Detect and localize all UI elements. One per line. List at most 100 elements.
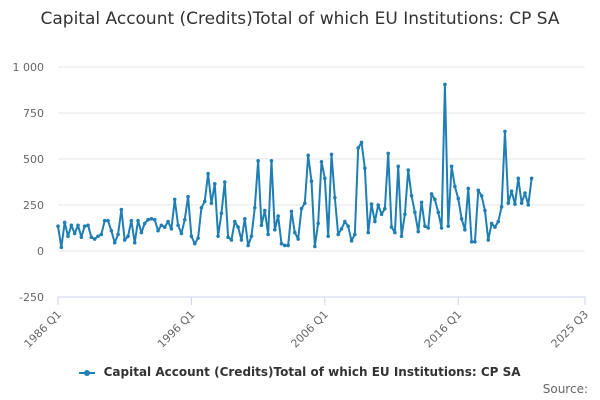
data-point[interactable] xyxy=(169,227,174,231)
data-point[interactable] xyxy=(503,129,507,134)
data-point[interactable] xyxy=(102,218,107,223)
data-point[interactable] xyxy=(76,223,80,228)
data-point[interactable] xyxy=(166,219,170,224)
data-point[interactable] xyxy=(96,234,100,239)
data-point[interactable] xyxy=(463,228,467,232)
data-point[interactable] xyxy=(209,201,214,205)
data-point[interactable] xyxy=(266,232,270,237)
data-point[interactable] xyxy=(369,202,374,206)
data-point[interactable] xyxy=(62,220,67,225)
data-point[interactable] xyxy=(356,146,360,150)
data-point[interactable] xyxy=(286,243,290,248)
data-point[interactable] xyxy=(433,197,437,202)
data-point[interactable] xyxy=(483,208,487,213)
data-point[interactable] xyxy=(479,194,484,198)
data-point[interactable] xyxy=(159,223,164,228)
data-point[interactable] xyxy=(249,234,254,239)
data-point[interactable] xyxy=(279,241,284,246)
data-point[interactable] xyxy=(426,226,431,230)
data-point[interactable] xyxy=(363,166,367,170)
data-point[interactable] xyxy=(89,235,94,239)
data-point[interactable] xyxy=(409,194,414,198)
data-point[interactable] xyxy=(526,203,531,207)
data-point[interactable] xyxy=(172,197,177,202)
data-point[interactable] xyxy=(343,219,347,224)
data-point[interactable] xyxy=(379,212,384,216)
data-point[interactable] xyxy=(506,201,511,205)
data-point[interactable] xyxy=(242,217,247,221)
data-point[interactable] xyxy=(179,231,184,236)
data-point[interactable] xyxy=(222,180,227,184)
data-point[interactable] xyxy=(399,234,404,239)
data-point[interactable] xyxy=(202,199,207,204)
data-point[interactable] xyxy=(383,206,387,211)
data-point[interactable] xyxy=(436,210,441,215)
data-point[interactable] xyxy=(523,191,527,195)
data-point[interactable] xyxy=(142,221,147,226)
data-point[interactable] xyxy=(69,223,74,228)
data-point[interactable] xyxy=(289,209,294,214)
data-point[interactable] xyxy=(413,210,417,215)
data-point[interactable] xyxy=(393,230,397,235)
data-point[interactable] xyxy=(192,241,197,246)
data-point[interactable] xyxy=(129,218,134,223)
data-point[interactable] xyxy=(519,201,524,205)
chart-legend[interactable]: Capital Account (Credits)Total of which … xyxy=(0,365,600,379)
data-point[interactable] xyxy=(469,240,474,244)
data-point[interactable] xyxy=(509,189,514,193)
data-point[interactable] xyxy=(186,194,190,199)
data-point[interactable] xyxy=(429,192,434,196)
data-point[interactable] xyxy=(296,237,300,241)
data-point[interactable] xyxy=(276,214,280,218)
data-point[interactable] xyxy=(306,153,310,158)
data-point[interactable] xyxy=(353,232,357,237)
data-point[interactable] xyxy=(366,230,371,235)
data-point[interactable] xyxy=(152,217,157,222)
data-point[interactable] xyxy=(269,159,274,163)
data-point[interactable] xyxy=(493,225,497,229)
data-point[interactable] xyxy=(496,219,501,224)
data-point[interactable] xyxy=(273,228,277,232)
data-point[interactable] xyxy=(146,217,150,222)
data-point[interactable] xyxy=(456,196,461,201)
data-point[interactable] xyxy=(419,200,424,205)
data-point[interactable] xyxy=(349,239,354,243)
data-point[interactable] xyxy=(346,224,350,228)
data-point[interactable] xyxy=(126,234,130,239)
data-point[interactable] xyxy=(136,218,140,223)
data-point[interactable] xyxy=(499,205,504,209)
data-point[interactable] xyxy=(92,237,97,241)
data-point[interactable] xyxy=(396,164,401,169)
data-point[interactable] xyxy=(109,228,114,233)
data-point[interactable] xyxy=(226,235,230,239)
data-point[interactable] xyxy=(439,226,444,230)
data-point[interactable] xyxy=(403,212,407,216)
data-point[interactable] xyxy=(443,82,447,87)
data-point[interactable] xyxy=(313,244,317,249)
data-point[interactable] xyxy=(516,176,521,181)
data-point[interactable] xyxy=(189,234,194,239)
data-point[interactable] xyxy=(112,240,117,245)
data-point[interactable] xyxy=(303,201,307,205)
data-point[interactable] xyxy=(56,224,60,228)
data-point[interactable] xyxy=(239,238,244,242)
data-point[interactable] xyxy=(329,152,334,157)
data-point[interactable] xyxy=(359,140,364,145)
data-point[interactable] xyxy=(119,207,124,212)
data-point[interactable] xyxy=(116,232,120,237)
data-point[interactable] xyxy=(176,223,180,228)
data-point[interactable] xyxy=(252,205,257,210)
data-point[interactable] xyxy=(326,234,330,239)
data-point[interactable] xyxy=(283,243,287,248)
data-point[interactable] xyxy=(219,211,224,216)
data-point[interactable] xyxy=(449,164,454,169)
data-point[interactable] xyxy=(182,217,187,222)
data-point[interactable] xyxy=(406,168,411,172)
data-point[interactable] xyxy=(86,223,90,228)
data-point[interactable] xyxy=(206,171,210,176)
data-point[interactable] xyxy=(336,232,340,237)
data-point[interactable] xyxy=(466,186,471,191)
data-point[interactable] xyxy=(316,221,320,226)
data-point[interactable] xyxy=(386,151,391,156)
data-point[interactable] xyxy=(229,238,234,242)
